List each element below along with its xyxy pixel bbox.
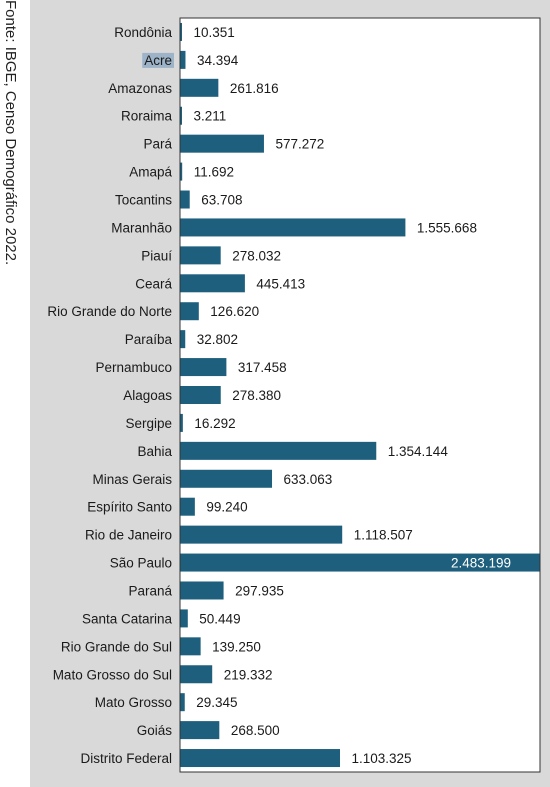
value-label: 297.935 (235, 583, 284, 598)
text-highlight (142, 52, 174, 68)
category-label: Pará (143, 137, 172, 152)
bar (180, 50, 186, 69)
category-label: Santa Catarina (82, 611, 173, 626)
value-label: 219.332 (224, 667, 273, 682)
value-label: 29.345 (196, 695, 237, 710)
value-label: 99.240 (206, 500, 247, 515)
category-label: Rio Grande do Sul (61, 639, 172, 654)
bar (180, 469, 273, 488)
value-label: 11.692 (194, 165, 234, 180)
value-label: 139.250 (212, 639, 261, 654)
value-label: 278.032 (232, 248, 281, 263)
value-label: 3.211 (194, 109, 227, 124)
bar (180, 665, 213, 684)
value-label: 34.394 (197, 53, 239, 68)
bar (180, 274, 245, 293)
category-label: Ceará (135, 276, 172, 291)
category-label: São Paulo (110, 556, 172, 571)
category-label: Amapá (129, 165, 172, 180)
bar (180, 330, 186, 349)
category-label: Rondônia (114, 25, 172, 40)
bar (180, 22, 182, 41)
value-label: 50.449 (199, 611, 240, 626)
category-label: Bahia (137, 444, 172, 459)
bar (180, 246, 221, 265)
bar (180, 106, 182, 125)
bar (180, 525, 343, 544)
value-label: 32.802 (197, 332, 238, 347)
category-label: Pernambuco (95, 360, 172, 375)
bar (180, 749, 341, 768)
source-note: Fonte: IBGE, Censo Demográfico 2022. (2, 0, 19, 266)
category-label: Piauí (141, 248, 172, 263)
bar (180, 78, 219, 97)
bar (180, 637, 201, 656)
value-label: 1.555.668 (417, 220, 477, 235)
category-label: Rio Grande do Norte (47, 304, 172, 319)
bar (180, 358, 227, 377)
value-label: 317.458 (238, 360, 287, 375)
category-label: Tocantins (115, 193, 172, 208)
category-label: Alagoas (123, 388, 172, 403)
bar (180, 413, 183, 432)
category-label: Roraima (121, 109, 173, 124)
bar (180, 497, 195, 516)
bar (180, 218, 406, 237)
value-label: 63.708 (201, 193, 242, 208)
value-label: 445.413 (256, 276, 305, 291)
bar (180, 441, 377, 460)
category-label: Espírito Santo (87, 500, 172, 515)
bar (180, 721, 220, 740)
bar (180, 581, 224, 600)
category-label: Minas Gerais (92, 472, 172, 487)
bar (180, 190, 190, 209)
category-label: Mato Grosso (95, 695, 172, 710)
bar (180, 693, 185, 712)
category-label: Paraíba (125, 332, 173, 347)
category-label: Paraná (128, 583, 172, 598)
chart-panel: Rondônia 10.351 Acre 34.394 Amazonas 261.816 R… (30, 0, 550, 787)
value-label: 1.118.507 (354, 528, 413, 543)
value-label: 633.063 (284, 472, 333, 487)
category-label: Rio de Janeiro (85, 528, 172, 543)
bar (180, 553, 540, 572)
category-label: Goiás (137, 723, 173, 738)
bar (180, 134, 264, 153)
bar (180, 386, 221, 404)
value-label: 1.103.325 (352, 751, 412, 766)
category-label: Maranhão (111, 220, 172, 235)
category-label: Distrito Federal (80, 751, 172, 766)
bar (180, 162, 183, 181)
bar (180, 609, 188, 628)
category-label: Mato Grosso do Sul (53, 667, 172, 682)
highlighted-category: Acre (142, 52, 174, 68)
value-label: 261.816 (230, 81, 279, 96)
value-label: 16.292 (194, 416, 235, 431)
value-label: 2.483.199 (451, 556, 511, 571)
value-label: 10.351 (194, 25, 235, 40)
value-label: 268.500 (231, 723, 280, 738)
value-label: 126.620 (210, 304, 259, 319)
value-label: 577.272 (275, 137, 324, 152)
value-label: 278.380 (232, 388, 281, 403)
bar-chart: Rondônia 10.351 Acre 34.394 Amazonas 261.816 R… (47, 17, 541, 773)
category-label: Amazonas (108, 81, 172, 96)
category-label: Acre (144, 53, 172, 68)
value-label: 1.354.144 (388, 444, 449, 459)
category-label: Sergipe (125, 416, 172, 431)
bar (180, 302, 199, 321)
